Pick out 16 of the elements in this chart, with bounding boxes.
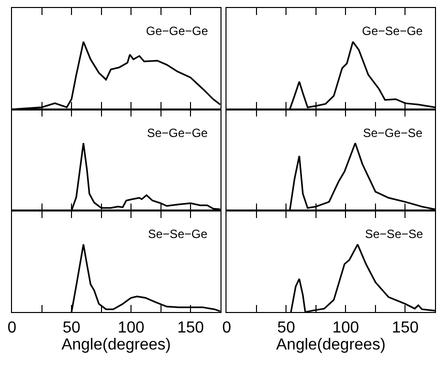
text: Se−Ge−Ge: [147, 126, 208, 140]
x-tick-label: 50: [62, 319, 81, 336]
text: Se−Se−Ge: [148, 227, 208, 241]
x-axis-title: Angle(degrees): [61, 336, 171, 354]
x-tick-label: 100: [332, 319, 360, 336]
x-tick-label: 50: [277, 319, 296, 336]
x-tick-label: 0: [8, 319, 17, 336]
text: Ge−Ge−Ge: [146, 24, 208, 38]
text: Se−Ge−Se: [363, 126, 423, 140]
x-tick-label: 0: [222, 319, 232, 336]
x-tick-label: 100: [118, 319, 144, 336]
text: Ge−Se−Ge: [362, 24, 424, 38]
text: Se−Se−Se: [365, 227, 424, 241]
x-tick-label: 150: [392, 319, 419, 336]
x-tick-label: 150: [177, 319, 204, 336]
x-axis-title: Angle(degrees): [276, 336, 386, 354]
